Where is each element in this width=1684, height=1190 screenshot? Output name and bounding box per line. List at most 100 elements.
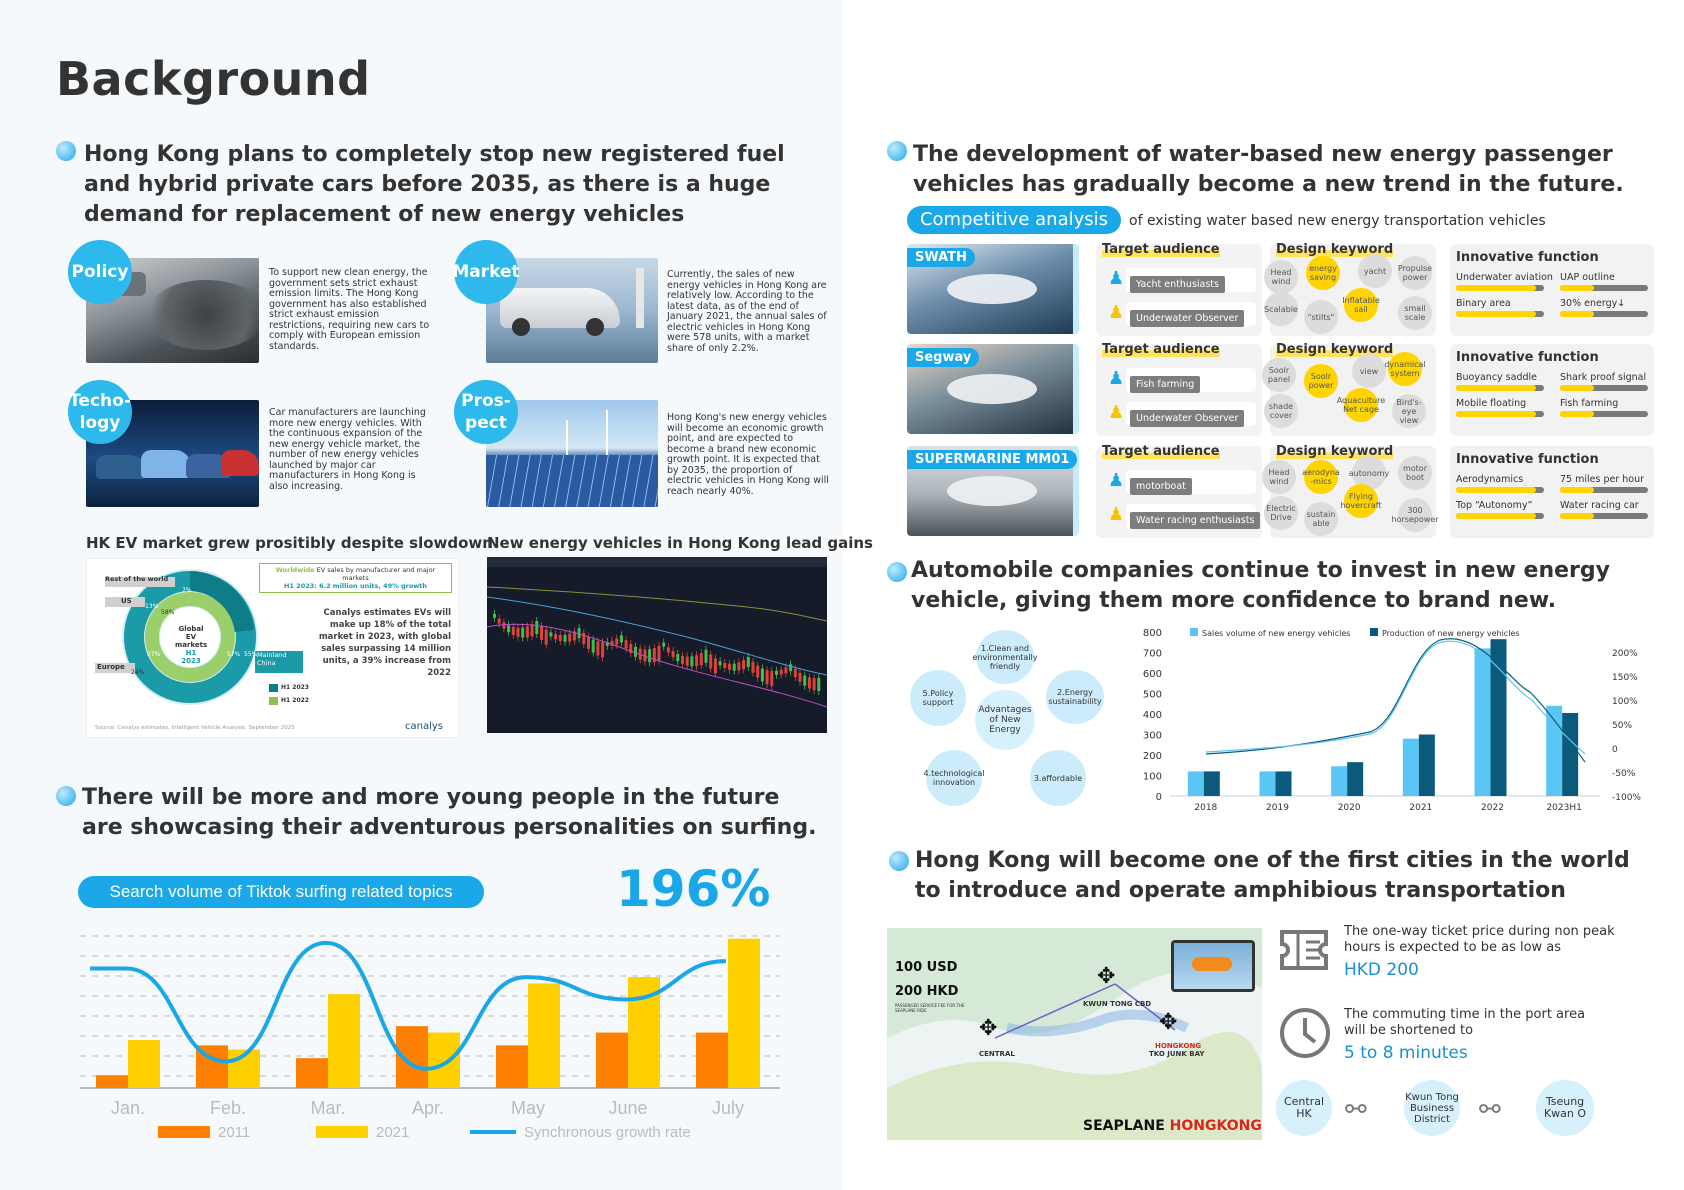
surf-chart-title-pill: Search volume of Tiktok surfing related … xyxy=(78,876,484,908)
x-tick-label: 2020 xyxy=(1338,803,1361,813)
function-label: Fish farming xyxy=(1560,398,1619,409)
ma-line xyxy=(486,623,828,708)
ev-chart-box-title: Worldwide EV sales by manufacturer and m… xyxy=(259,563,452,593)
pct-label: 55% xyxy=(244,651,258,658)
y-tick-label: 100 xyxy=(1143,772,1162,783)
stock-chart-svg xyxy=(486,557,828,708)
bar-sales xyxy=(1402,738,1419,796)
design-keyword-title: Design keyword xyxy=(1276,242,1394,257)
label-rest-world: Rest of the world xyxy=(105,575,169,583)
bullet-dot-icon xyxy=(887,141,907,161)
candle-body xyxy=(699,653,703,665)
candle-body xyxy=(676,654,680,661)
legend-2022: H1 2022 xyxy=(281,697,309,704)
audience-tag: Underwater Observer xyxy=(1130,306,1245,327)
stop-tseung-kwan-o: Tseung Kwan O xyxy=(1536,1080,1594,1136)
function-label: 75 miles per hour xyxy=(1560,474,1645,485)
candle-body xyxy=(784,667,788,674)
function-label: Top “Autonomy” xyxy=(1456,500,1533,511)
function-bar-fill xyxy=(1456,513,1536,519)
candle-body xyxy=(549,632,553,637)
link-icon: ⚯ xyxy=(1345,1095,1367,1125)
y-tick-label: 500 xyxy=(1143,690,1162,701)
function-label: Water racing car xyxy=(1560,500,1639,511)
legend-label-2011: 2011 xyxy=(218,1124,250,1141)
candle-body xyxy=(634,646,637,657)
section-heading-water: The development of water-based new energ… xyxy=(913,142,1624,197)
function-bar-fill xyxy=(1560,411,1594,417)
keyword-bubble: Propulse power xyxy=(1398,256,1432,290)
function-label: Mobile floating xyxy=(1456,398,1527,409)
price-usd: 100 USD xyxy=(895,960,958,975)
growth-percentage: 196% xyxy=(616,860,771,918)
label-hongkong: HONGKONG xyxy=(1155,1042,1202,1050)
vehicle-name: Segway xyxy=(907,348,980,367)
label-china: Mainland China xyxy=(257,651,287,667)
candle-body xyxy=(587,636,590,649)
keyword-bubble: Flying hovercraft xyxy=(1340,484,1382,518)
person-icon: ♟ xyxy=(1108,504,1125,525)
keyword-bubble: view xyxy=(1352,354,1386,388)
ticket-price: HKD 200 xyxy=(1344,960,1419,980)
function-bar-fill xyxy=(1560,285,1594,291)
function-label: 30% energy↓ xyxy=(1560,298,1626,309)
candle-body xyxy=(652,648,656,662)
function-bar-track xyxy=(1560,411,1648,417)
x-tick-label: Apr. xyxy=(412,1098,444,1118)
policy-text: To support new clean energy, the governm… xyxy=(269,267,430,352)
candle-body xyxy=(718,661,722,666)
function-label: UAP outline xyxy=(1560,272,1615,283)
candle-body xyxy=(760,668,764,682)
legend-swatch-sales xyxy=(1190,628,1198,636)
market-text: Currently, the sales of new energy vehic… xyxy=(667,269,827,354)
pct-label: 27% xyxy=(147,651,161,658)
x-tick-label: 2019 xyxy=(1266,803,1289,813)
bar-2011 xyxy=(296,1058,328,1088)
y2-tick-label: 150% xyxy=(1612,673,1638,683)
price-fine-print: PASSENGER SERVICE FEE FOR THE SEAPLANE R… xyxy=(895,1003,965,1013)
donut-inner-ring xyxy=(145,592,235,682)
audience-tag: motorboat xyxy=(1130,474,1192,495)
innovative-function-title: Innovative function xyxy=(1456,250,1599,265)
bar-2021 xyxy=(428,1032,460,1088)
candle-body xyxy=(695,655,699,667)
section-heading-fuel: Hong Kong plans to completely stop new r… xyxy=(84,142,785,227)
drone-icon: ✥ xyxy=(1159,1010,1178,1035)
keyword-bubble: Aquaculture Net cage xyxy=(1337,388,1385,422)
pct-label: 57% xyxy=(227,651,241,658)
function-bar-fill xyxy=(1456,411,1536,417)
design-keyword-title: Design keyword xyxy=(1276,444,1394,459)
candle-body xyxy=(765,670,769,685)
x-tick-label: 2021 xyxy=(1409,803,1432,813)
target-audience-title: Target audience xyxy=(1102,342,1220,357)
legend-swatch-2021 xyxy=(316,1126,368,1138)
advantages-center: Advantages of New Energy xyxy=(975,690,1035,750)
bar-production xyxy=(1562,712,1579,796)
candle-body xyxy=(530,624,534,637)
candle-body xyxy=(723,663,727,668)
legend-swatch-2022 xyxy=(269,697,278,705)
drone-icon: ✥ xyxy=(979,1016,998,1041)
audience-tag: Water racing enthusiasts xyxy=(1130,508,1261,529)
candle-body xyxy=(591,639,595,653)
section-heading-surf: There will be more and more young people… xyxy=(82,785,817,840)
price-hkd: 200 HKD xyxy=(895,984,959,999)
bar-production xyxy=(1347,762,1364,796)
keyword-bubble: Soolr panel xyxy=(1262,358,1296,392)
competitive-analysis-pill: Competitive analysis xyxy=(907,206,1121,234)
candle-body xyxy=(775,670,778,675)
candle-body xyxy=(497,618,501,624)
legend-label-2021: 2021 xyxy=(376,1124,409,1141)
seaplane-route-map: 100 USD 200 HKD PASSENGER SERVICE FEE FO… xyxy=(887,928,1262,1140)
badge-techology: Techo- logy xyxy=(68,380,132,444)
page-title: Background xyxy=(56,52,371,106)
person-icon: ♟ xyxy=(1108,402,1125,423)
function-bar-fill xyxy=(1456,487,1536,493)
function-label: Underwater aviation xyxy=(1456,272,1553,283)
stock-chart-caption: New energy vehicles in Hong Kong lead ga… xyxy=(487,534,873,552)
keyword-bubble: dynamical system xyxy=(1384,352,1426,386)
candle-body xyxy=(643,649,647,662)
y-tick-label: 300 xyxy=(1143,731,1162,742)
time-text: The commuting time in the port area will… xyxy=(1344,1007,1586,1038)
ev-chart-note: Canalys estimates EVs will make up 18% o… xyxy=(318,608,451,678)
